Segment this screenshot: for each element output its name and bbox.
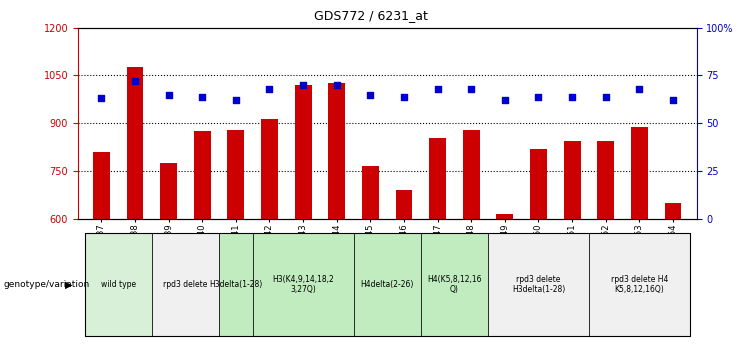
Text: H3(K4,9,14,18,2
3,27Q): H3(K4,9,14,18,2 3,27Q)	[272, 275, 334, 294]
Point	[330, 82, 342, 88]
Bar	[261, 119, 278, 345]
Point	[634, 86, 645, 92]
Point	[398, 94, 410, 99]
Bar	[227, 130, 245, 345]
Point	[297, 82, 309, 88]
Point	[667, 98, 679, 103]
Point	[264, 86, 276, 92]
Text: H4(K5,8,12,16
Q): H4(K5,8,12,16 Q)	[427, 275, 482, 294]
Bar	[160, 163, 177, 345]
Point	[196, 94, 208, 99]
Text: rpd3 delete H4
K5,8,12,16Q): rpd3 delete H4 K5,8,12,16Q)	[611, 275, 668, 294]
Point	[129, 78, 141, 84]
Point	[465, 86, 477, 92]
Text: H4delta(2-26): H4delta(2-26)	[360, 280, 414, 289]
Bar	[362, 166, 379, 345]
Bar	[127, 68, 143, 345]
Text: ▶: ▶	[65, 280, 73, 289]
Bar	[463, 130, 479, 345]
Bar	[429, 138, 446, 345]
Bar	[665, 203, 682, 345]
Point	[499, 98, 511, 103]
Point	[533, 94, 545, 99]
Point	[599, 94, 611, 99]
Point	[432, 86, 444, 92]
Bar	[396, 190, 413, 345]
Text: genotype/variation: genotype/variation	[4, 280, 90, 289]
Bar	[597, 141, 614, 345]
Point	[230, 98, 242, 103]
Text: rpd3 delete: rpd3 delete	[163, 280, 207, 289]
Point	[163, 92, 175, 97]
Bar	[93, 152, 110, 345]
Bar	[295, 85, 311, 345]
Bar	[631, 127, 648, 345]
Point	[566, 94, 578, 99]
Bar	[496, 214, 514, 345]
Point	[96, 96, 107, 101]
Text: GDS772 / 6231_at: GDS772 / 6231_at	[313, 9, 428, 22]
Bar	[328, 83, 345, 345]
Bar	[194, 131, 210, 345]
Bar	[564, 141, 580, 345]
Text: rpd3 delete
H3delta(1-28): rpd3 delete H3delta(1-28)	[512, 275, 565, 294]
Text: H3delta(1-28): H3delta(1-28)	[209, 280, 262, 289]
Bar	[530, 149, 547, 345]
Text: wild type: wild type	[101, 280, 136, 289]
Point	[365, 92, 376, 97]
